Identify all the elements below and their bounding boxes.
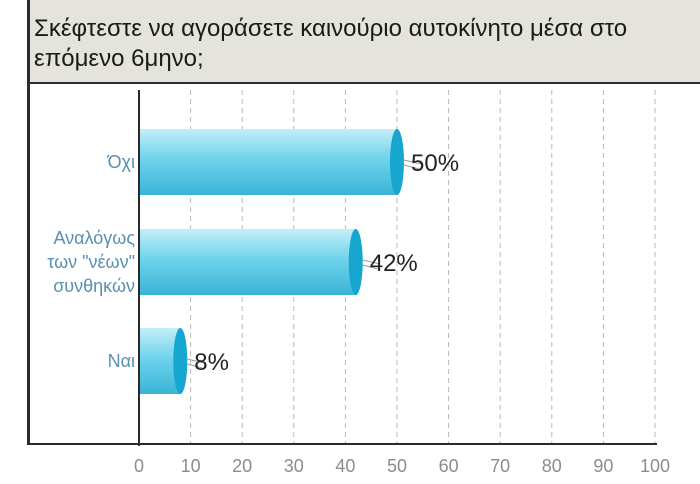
category-label-line: των "νέων"	[47, 252, 135, 272]
left-rule	[27, 0, 30, 444]
value-label: 50%	[411, 150, 459, 177]
x-tick-label: 20	[232, 456, 252, 476]
x-tick-label: 60	[439, 456, 459, 476]
bar-highlight	[403, 159, 422, 165]
bar-highlight	[362, 259, 380, 265]
x-axis-ticks: 0 10 20 30 40 50 60 70 80 90 100	[134, 456, 670, 476]
value-label: 8%	[194, 349, 229, 376]
bars	[139, 129, 422, 394]
value-labels: 50% 42% 8%	[194, 150, 459, 376]
x-tick-label: 0	[134, 456, 144, 476]
category-label-line: Ναι	[107, 351, 135, 371]
x-tick-label: 100	[640, 456, 670, 476]
bar-cap	[348, 229, 363, 295]
bar-highlight	[187, 363, 203, 369]
bar-highlight	[187, 358, 205, 364]
bar-highlight	[403, 164, 420, 170]
bar-highlight	[362, 264, 378, 270]
category-label-line: Αναλόγως	[53, 228, 135, 248]
bar	[139, 129, 397, 195]
chart-title: Σκέφτεστε να αγοράσετε καινούριο αυτοκίν…	[34, 15, 628, 72]
value-label: 42%	[370, 250, 418, 277]
bar	[139, 229, 356, 295]
x-tick-label: 50	[387, 456, 407, 476]
x-tick-label: 40	[335, 456, 355, 476]
x-tick-label: 70	[490, 456, 510, 476]
title-rule	[27, 82, 700, 84]
axes	[27, 90, 657, 446]
category-label-line: Όχι	[107, 152, 135, 172]
bar-cap	[390, 129, 404, 195]
category-label-line: συνθηκών	[53, 276, 135, 296]
bar-cap	[173, 328, 188, 394]
x-tick-label: 10	[181, 456, 201, 476]
category-label: Όχι	[15, 150, 135, 174]
x-tick-label: 80	[542, 456, 562, 476]
x-tick-label: 30	[284, 456, 304, 476]
x-tick-label: 90	[593, 456, 613, 476]
title-band	[27, 0, 700, 84]
category-label: Ναι	[15, 349, 135, 373]
category-label: Αναλόγως των "νέων" συνθηκών	[15, 226, 135, 298]
